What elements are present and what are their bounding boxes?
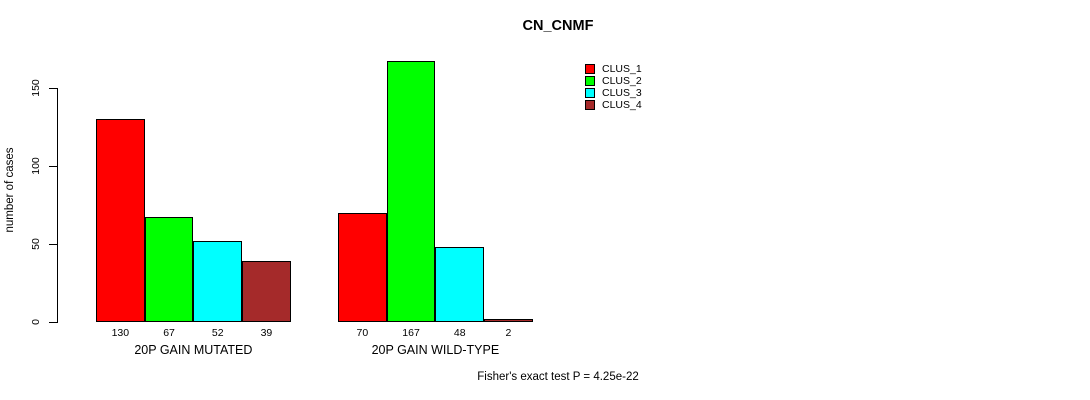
bar-value-label: 52 <box>211 327 224 339</box>
chart-title: CN_CNMF <box>522 18 594 34</box>
bar-value-label: 70 <box>356 327 369 339</box>
legend-item: CLUS_1 <box>585 63 642 75</box>
legend-label: CLUS_1 <box>602 63 642 75</box>
footer-annotation: Fisher's exact test P = 4.25e-22 <box>477 371 639 383</box>
bar-value-label: 130 <box>111 327 130 339</box>
bar <box>96 119 145 322</box>
bar-value-label: 67 <box>163 327 175 339</box>
y-tick <box>49 166 57 167</box>
bar <box>338 212 387 322</box>
legend: CLUS_1 CLUS_2 CLUS_3 CLUS_4 <box>585 63 642 111</box>
legend-swatch <box>585 100 595 110</box>
group-label: 20P GAIN MUTATED <box>134 343 253 357</box>
bar-value-label: 48 <box>453 327 466 339</box>
y-tick-label: 0 <box>30 319 42 325</box>
y-tick-label: 50 <box>30 238 42 250</box>
legend-swatch <box>585 64 595 74</box>
legend-swatch <box>585 76 595 86</box>
legend-item: CLUS_3 <box>585 87 642 99</box>
bar <box>242 261 291 322</box>
legend-item: CLUS_4 <box>585 99 642 111</box>
legend-item: CLUS_2 <box>585 75 642 87</box>
y-axis-label: number of cases <box>4 147 16 233</box>
legend-label: CLUS_4 <box>602 99 642 111</box>
y-tick <box>49 322 57 323</box>
bar-value-label: 39 <box>260 327 273 339</box>
bar <box>193 240 243 322</box>
y-axis-line <box>57 88 58 323</box>
y-tick <box>49 88 57 89</box>
y-tick-label: 150 <box>30 79 42 97</box>
bar <box>386 61 436 322</box>
bar <box>144 217 194 322</box>
legend-label: CLUS_3 <box>602 87 642 99</box>
bar-value-label: 2 <box>505 327 512 339</box>
y-tick <box>49 244 57 245</box>
bar <box>484 318 533 322</box>
y-tick-label: 100 <box>30 157 42 175</box>
bar-value-label: 167 <box>402 327 420 339</box>
legend-label: CLUS_2 <box>602 75 642 87</box>
bar <box>435 247 485 322</box>
group-label: 20P GAIN WILD-TYPE <box>371 343 500 357</box>
legend-swatch <box>585 88 595 98</box>
